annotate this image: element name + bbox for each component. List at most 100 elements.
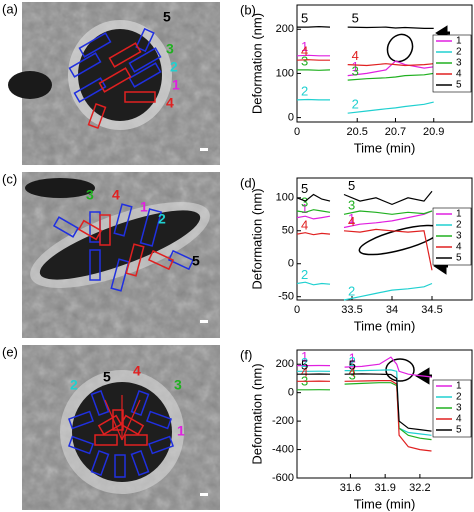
marker-label: 5	[103, 369, 111, 385]
legend-label: 3	[456, 58, 462, 69]
series-line	[296, 232, 331, 236]
series-label: 4	[349, 365, 356, 380]
marker-label: 1	[140, 199, 148, 215]
legend-label: 1	[456, 209, 462, 220]
series-label: 3	[349, 368, 356, 383]
x-axis-label: Time (min)	[354, 318, 416, 333]
y-tick-label: -50	[278, 291, 294, 303]
panel-label: (b)	[240, 2, 256, 17]
highlight-ellipse	[386, 33, 414, 63]
y-tick-label: -200	[272, 415, 294, 427]
legend-label: 2	[456, 47, 462, 58]
marker-label: 3	[166, 41, 174, 57]
series-label: 5	[301, 181, 308, 196]
panel-label: (c)	[2, 171, 17, 186]
x-tick-label: 34.5	[421, 304, 442, 316]
legend-label: 4	[456, 69, 462, 80]
series-label: 4	[348, 214, 355, 229]
series-line	[343, 228, 433, 271]
image-a	[8, 2, 220, 165]
series-line	[344, 369, 432, 436]
series-label: 3	[301, 194, 308, 209]
series-label: 1	[301, 201, 308, 216]
y-tick-label: 100	[276, 192, 294, 204]
series-line	[344, 356, 432, 378]
series-line	[296, 209, 331, 213]
marker-label: 4	[166, 95, 174, 111]
series-label: 3	[348, 198, 355, 213]
y-tick-label: 50	[282, 225, 294, 237]
x-tick-label: 20.7	[385, 126, 406, 138]
x-tick-label: 20.9	[423, 126, 444, 138]
panel-label: (e)	[2, 344, 18, 359]
series-label: 2	[301, 355, 308, 370]
marker-label: 1	[177, 423, 185, 439]
marker-label: 5	[192, 253, 200, 269]
axes-box	[296, 177, 473, 301]
series-line	[296, 193, 331, 202]
y-tick-label: 0	[288, 258, 294, 270]
x-tick-label: 31.6	[340, 482, 361, 494]
series-label: 1	[301, 39, 308, 54]
series-line	[343, 190, 433, 206]
series-line	[347, 26, 434, 29]
series-line	[296, 281, 331, 286]
panel-label: (a)	[2, 1, 18, 16]
series-label: 3	[301, 53, 308, 68]
legend-label: 5	[456, 425, 462, 436]
legend-label: 4	[456, 414, 462, 425]
series-label: 5	[349, 358, 356, 373]
series-label: 1	[348, 211, 355, 226]
series-label: 5	[348, 178, 355, 193]
marker-label: 5	[163, 9, 171, 25]
series-label: 5	[352, 11, 359, 26]
series-line	[344, 373, 432, 432]
legend-label: 1	[456, 36, 462, 47]
axes-box	[296, 4, 473, 123]
marker-label: 3	[86, 187, 94, 203]
series-label: 4	[301, 217, 308, 232]
x-tick-label: 33.5	[341, 304, 362, 316]
x-tick-label: 34	[386, 304, 398, 316]
legend-label: 3	[456, 231, 462, 242]
series-line	[296, 215, 331, 220]
legend-label: 2	[456, 220, 462, 231]
series-label: 1	[301, 349, 308, 364]
series-label: 4	[301, 44, 308, 59]
legend-label: 1	[456, 381, 462, 392]
legend-label: 3	[456, 403, 462, 414]
series-line	[343, 210, 433, 215]
y-tick-label: -400	[272, 443, 294, 455]
series-line	[344, 382, 432, 441]
y-axis-label: Deformation (nm)	[249, 13, 264, 114]
series-label: 2	[352, 97, 359, 112]
series-line	[343, 210, 433, 229]
x-tick-label: 31.9	[374, 482, 395, 494]
marker-label: 4	[112, 187, 120, 203]
series-label: 5	[301, 11, 308, 26]
series-label: 2	[349, 354, 356, 369]
series-label: 1	[352, 59, 359, 74]
y-axis-label: Deformation (nm)	[249, 188, 264, 289]
marker-label: 1	[172, 77, 180, 93]
legend-label: 4	[456, 242, 462, 253]
panel-label: (f)	[240, 347, 252, 362]
series-label: 2	[348, 283, 355, 298]
y-tick-label: 200	[276, 23, 294, 35]
y-tick-label: 100	[276, 67, 294, 79]
x-tick-label: 32.2	[409, 482, 430, 494]
series-line	[296, 54, 330, 57]
series-line	[297, 25, 331, 28]
series-label: 4	[301, 365, 308, 380]
series-line	[347, 72, 434, 81]
image-c	[22, 172, 220, 338]
x-axis-label: Time (min)	[354, 140, 416, 155]
y-tick-label: 0	[288, 111, 294, 123]
x-tick-label: 0	[294, 126, 300, 138]
x-axis-label: Time (min)	[354, 496, 416, 511]
image-e	[22, 345, 220, 510]
series-line	[296, 59, 330, 61]
series-line	[347, 60, 434, 77]
series-label: 1	[349, 351, 356, 366]
